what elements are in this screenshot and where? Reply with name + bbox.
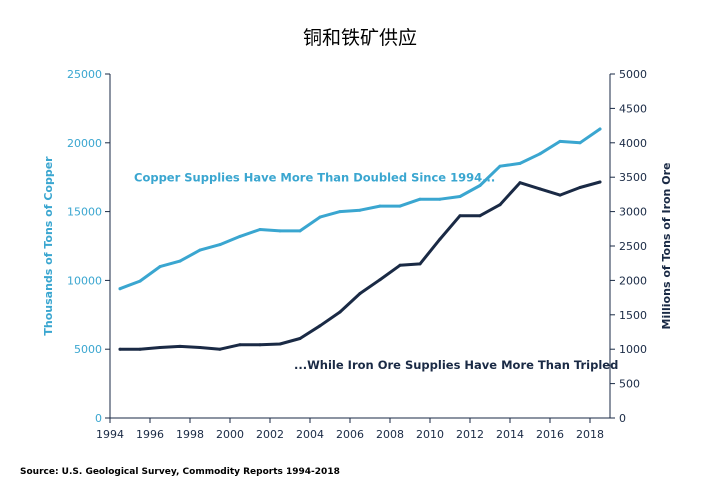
- y-left-axis-title: Thousands of Tons of Copper: [42, 156, 55, 336]
- copper-data-point: [378, 204, 382, 208]
- y-right-tick-label: 5000: [619, 68, 647, 81]
- iron-ore-data-point: [258, 343, 262, 347]
- iron-ore-data-point: [338, 310, 342, 314]
- iron-ore-data-point: [178, 344, 182, 348]
- y-left-tick-label: 0: [95, 412, 102, 425]
- x-tick-label: 2004: [296, 428, 324, 441]
- copper-data-point: [138, 279, 142, 283]
- copper-data-point: [178, 259, 182, 263]
- iron-ore-data-point: [458, 214, 462, 218]
- y-right-tick-label: 1000: [619, 343, 647, 356]
- x-tick-label: 2016: [536, 428, 564, 441]
- iron-ore-data-point: [118, 347, 122, 351]
- iron-ore-data-point: [218, 347, 222, 351]
- iron-ore-data-point: [478, 214, 482, 218]
- y-right-tick-label: 4000: [619, 137, 647, 150]
- iron-ore-data-point: [558, 193, 562, 197]
- iron-ore-data-point: [358, 292, 362, 295]
- y-left-tick-label: 10000: [67, 274, 102, 287]
- x-tick-label: 2008: [376, 428, 404, 441]
- y-right-axis-title: Millions of Tons of Iron Ore: [660, 163, 673, 330]
- chart-source: Source: U.S. Geological Survey, Commodit…: [20, 467, 340, 477]
- y-left-tick-label: 15000: [67, 206, 102, 219]
- chart-title: 铜和铁矿供应: [303, 27, 417, 49]
- iron-ore-data-point: [198, 346, 202, 349]
- y-right-tick-label: 3000: [619, 206, 647, 219]
- x-tick-label: 1998: [176, 428, 204, 441]
- y-left-tick-label: 25000: [67, 68, 102, 81]
- iron-ore-data-point: [298, 337, 302, 340]
- iron-ore-data-point: [378, 278, 382, 282]
- copper-data-point: [118, 287, 122, 291]
- y-right-tick-label: 1500: [619, 309, 647, 322]
- y-right-tick-label: 2000: [619, 274, 647, 287]
- x-tick-label: 2000: [216, 428, 244, 441]
- copper-data-point: [218, 243, 222, 247]
- x-tick-label: 1996: [136, 428, 164, 441]
- copper-data-point: [518, 161, 522, 165]
- x-tick-label: 2006: [336, 428, 364, 441]
- x-tick-label: 2012: [456, 428, 484, 441]
- iron-ore-data-point: [138, 347, 142, 351]
- copper-data-point: [338, 210, 342, 214]
- chart-annotation-1: Copper Supplies Have More Than Doubled S…: [134, 170, 495, 184]
- iron-ore-data-point: [518, 181, 522, 185]
- copper-data-point: [558, 139, 562, 143]
- iron-ore-series-line: [118, 180, 602, 351]
- copper-data-point: [458, 195, 462, 198]
- iron-ore-data-point: [498, 203, 502, 207]
- iron-ore-data-point: [278, 342, 282, 346]
- iron-ore-data-point: [598, 180, 602, 184]
- copper-data-point: [478, 184, 482, 187]
- copper-data-point: [278, 229, 282, 233]
- copper-data-point: [258, 228, 262, 231]
- copper-data-point: [298, 229, 302, 233]
- y-left-tick-label: 20000: [67, 137, 102, 150]
- y-right-tick-label: 500: [619, 378, 640, 391]
- copper-data-point: [158, 265, 162, 269]
- copper-data-point: [198, 248, 202, 252]
- copper-data-point: [418, 197, 422, 201]
- x-tick-label: 1994: [96, 428, 124, 441]
- copper-data-point: [598, 127, 602, 131]
- copper-data-point: [358, 208, 362, 212]
- iron-ore-data-point: [418, 262, 422, 266]
- iron-ore-data-point: [318, 324, 322, 328]
- iron-ore-data-point: [238, 343, 242, 347]
- x-tick-label: 2014: [496, 428, 524, 441]
- iron-ore-data-point: [438, 237, 442, 241]
- copper-data-point: [238, 234, 242, 238]
- copper-data-point: [398, 204, 402, 208]
- iron-ore-data-point: [578, 186, 582, 189]
- y-right-tick-label: 3500: [619, 171, 647, 184]
- y-left-tick-label: 5000: [74, 343, 102, 356]
- x-tick-label: 2018: [576, 428, 604, 441]
- copper-data-point: [578, 141, 582, 145]
- y-right-tick-label: 2500: [619, 240, 647, 253]
- copper-data-point: [498, 164, 502, 168]
- y-right-tick-label: 0: [619, 412, 626, 425]
- iron-ore-data-point: [398, 263, 402, 267]
- chart-annotation-2: ...While Iron Ore Supplies Have More Tha…: [294, 358, 618, 372]
- x-tick-label: 2002: [256, 428, 284, 441]
- copper-data-point: [318, 215, 322, 219]
- copper-data-point: [438, 197, 442, 201]
- y-right-tick-label: 4500: [619, 102, 647, 115]
- iron-ore-data-point: [158, 346, 162, 349]
- copper-data-point: [538, 152, 542, 156]
- x-tick-label: 2010: [416, 428, 444, 441]
- iron-ore-data-point: [538, 187, 542, 191]
